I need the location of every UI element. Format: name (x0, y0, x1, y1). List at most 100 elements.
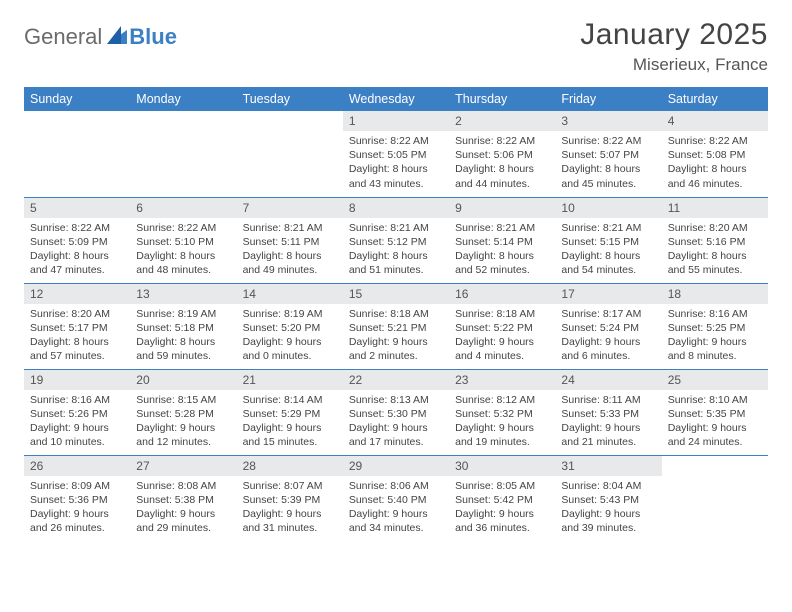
day-details: Sunrise: 8:09 AMSunset: 5:36 PMDaylight:… (24, 476, 130, 540)
day-number: 17 (555, 284, 661, 304)
calendar-cell: 12Sunrise: 8:20 AMSunset: 5:17 PMDayligh… (24, 283, 130, 369)
daylight-line: Daylight: 9 hours and 34 minutes. (349, 507, 443, 535)
daylight-line: Daylight: 8 hours and 46 minutes. (668, 162, 762, 190)
day-details: Sunrise: 8:06 AMSunset: 5:40 PMDaylight:… (343, 476, 449, 540)
sunset-line: Sunset: 5:43 PM (561, 493, 655, 507)
calendar-cell: 17Sunrise: 8:17 AMSunset: 5:24 PMDayligh… (555, 283, 661, 369)
sunset-line: Sunset: 5:29 PM (243, 407, 337, 421)
calendar-body: 1Sunrise: 8:22 AMSunset: 5:05 PMDaylight… (24, 111, 768, 541)
day-details: Sunrise: 8:21 AMSunset: 5:14 PMDaylight:… (449, 218, 555, 282)
calendar-cell: 20Sunrise: 8:15 AMSunset: 5:28 PMDayligh… (130, 369, 236, 455)
day-details: Sunrise: 8:19 AMSunset: 5:18 PMDaylight:… (130, 304, 236, 368)
day-details: Sunrise: 8:22 AMSunset: 5:10 PMDaylight:… (130, 218, 236, 282)
day-number: 1 (343, 111, 449, 131)
day-details: Sunrise: 8:21 AMSunset: 5:11 PMDaylight:… (237, 218, 343, 282)
daylight-line: Daylight: 9 hours and 36 minutes. (455, 507, 549, 535)
calendar-cell (237, 111, 343, 197)
logo-word-general: General (24, 24, 102, 50)
daylight-line: Daylight: 8 hours and 48 minutes. (136, 249, 230, 277)
sunset-line: Sunset: 5:22 PM (455, 321, 549, 335)
calendar-page: General Blue January 2025 Miserieux, Fra… (0, 0, 792, 559)
day-details: Sunrise: 8:22 AMSunset: 5:09 PMDaylight:… (24, 218, 130, 282)
calendar-cell: 30Sunrise: 8:05 AMSunset: 5:42 PMDayligh… (449, 455, 555, 541)
day-details: Sunrise: 8:22 AMSunset: 5:06 PMDaylight:… (449, 131, 555, 195)
sunset-line: Sunset: 5:40 PM (349, 493, 443, 507)
day-details: Sunrise: 8:05 AMSunset: 5:42 PMDaylight:… (449, 476, 555, 540)
day-details: Sunrise: 8:22 AMSunset: 5:07 PMDaylight:… (555, 131, 661, 195)
calendar-cell: 22Sunrise: 8:13 AMSunset: 5:30 PMDayligh… (343, 369, 449, 455)
calendar-cell: 6Sunrise: 8:22 AMSunset: 5:10 PMDaylight… (130, 197, 236, 283)
day-details: Sunrise: 8:14 AMSunset: 5:29 PMDaylight:… (237, 390, 343, 454)
sunrise-line: Sunrise: 8:22 AM (668, 134, 762, 148)
day-number: 2 (449, 111, 555, 131)
daylight-line: Daylight: 8 hours and 49 minutes. (243, 249, 337, 277)
day-number: 11 (662, 198, 768, 218)
sunset-line: Sunset: 5:08 PM (668, 148, 762, 162)
weekday-header: Friday (555, 87, 661, 111)
day-number: 5 (24, 198, 130, 218)
daylight-line: Daylight: 8 hours and 47 minutes. (30, 249, 124, 277)
calendar-row: 5Sunrise: 8:22 AMSunset: 5:09 PMDaylight… (24, 197, 768, 283)
calendar-cell: 2Sunrise: 8:22 AMSunset: 5:06 PMDaylight… (449, 111, 555, 197)
sunrise-line: Sunrise: 8:20 AM (30, 307, 124, 321)
day-number: 15 (343, 284, 449, 304)
calendar-cell: 3Sunrise: 8:22 AMSunset: 5:07 PMDaylight… (555, 111, 661, 197)
calendar-cell: 23Sunrise: 8:12 AMSunset: 5:32 PMDayligh… (449, 369, 555, 455)
daylight-line: Daylight: 9 hours and 26 minutes. (30, 507, 124, 535)
day-details: Sunrise: 8:04 AMSunset: 5:43 PMDaylight:… (555, 476, 661, 540)
page-header: General Blue January 2025 Miserieux, Fra… (24, 18, 768, 75)
calendar-cell: 24Sunrise: 8:11 AMSunset: 5:33 PMDayligh… (555, 369, 661, 455)
sunset-line: Sunset: 5:10 PM (136, 235, 230, 249)
sunrise-line: Sunrise: 8:12 AM (455, 393, 549, 407)
daylight-line: Daylight: 8 hours and 55 minutes. (668, 249, 762, 277)
daylight-line: Daylight: 9 hours and 29 minutes. (136, 507, 230, 535)
day-number: 7 (237, 198, 343, 218)
day-details: Sunrise: 8:17 AMSunset: 5:24 PMDaylight:… (555, 304, 661, 368)
sunset-line: Sunset: 5:09 PM (30, 235, 124, 249)
sunset-line: Sunset: 5:33 PM (561, 407, 655, 421)
day-details: Sunrise: 8:21 AMSunset: 5:12 PMDaylight:… (343, 218, 449, 282)
day-details: Sunrise: 8:19 AMSunset: 5:20 PMDaylight:… (237, 304, 343, 368)
day-number: 27 (130, 456, 236, 476)
calendar-head: SundayMondayTuesdayWednesdayThursdayFrid… (24, 87, 768, 111)
daylight-line: Daylight: 9 hours and 17 minutes. (349, 421, 443, 449)
calendar-cell: 16Sunrise: 8:18 AMSunset: 5:22 PMDayligh… (449, 283, 555, 369)
calendar-cell: 5Sunrise: 8:22 AMSunset: 5:09 PMDaylight… (24, 197, 130, 283)
day-number: 8 (343, 198, 449, 218)
sunset-line: Sunset: 5:20 PM (243, 321, 337, 335)
daylight-line: Daylight: 8 hours and 43 minutes. (349, 162, 443, 190)
weekday-header: Monday (130, 87, 236, 111)
calendar-cell: 27Sunrise: 8:08 AMSunset: 5:38 PMDayligh… (130, 455, 236, 541)
brand-logo: General Blue (24, 18, 177, 50)
weekday-header: Thursday (449, 87, 555, 111)
sunrise-line: Sunrise: 8:19 AM (136, 307, 230, 321)
calendar-cell: 7Sunrise: 8:21 AMSunset: 5:11 PMDaylight… (237, 197, 343, 283)
logo-mark-icon (107, 26, 127, 49)
month-title: January 2025 (580, 18, 768, 52)
sunset-line: Sunset: 5:38 PM (136, 493, 230, 507)
sunrise-line: Sunrise: 8:22 AM (561, 134, 655, 148)
day-number: 24 (555, 370, 661, 390)
calendar-cell: 29Sunrise: 8:06 AMSunset: 5:40 PMDayligh… (343, 455, 449, 541)
day-number: 22 (343, 370, 449, 390)
daylight-line: Daylight: 8 hours and 57 minutes. (30, 335, 124, 363)
calendar-cell: 13Sunrise: 8:19 AMSunset: 5:18 PMDayligh… (130, 283, 236, 369)
day-details: Sunrise: 8:22 AMSunset: 5:08 PMDaylight:… (662, 131, 768, 195)
day-number: 12 (24, 284, 130, 304)
calendar-cell: 28Sunrise: 8:07 AMSunset: 5:39 PMDayligh… (237, 455, 343, 541)
day-details: Sunrise: 8:20 AMSunset: 5:17 PMDaylight:… (24, 304, 130, 368)
day-details: Sunrise: 8:16 AMSunset: 5:26 PMDaylight:… (24, 390, 130, 454)
calendar-cell (662, 455, 768, 541)
daylight-line: Daylight: 9 hours and 12 minutes. (136, 421, 230, 449)
calendar-row: 26Sunrise: 8:09 AMSunset: 5:36 PMDayligh… (24, 455, 768, 541)
sunset-line: Sunset: 5:42 PM (455, 493, 549, 507)
weekday-header: Sunday (24, 87, 130, 111)
sunset-line: Sunset: 5:32 PM (455, 407, 549, 421)
sunset-line: Sunset: 5:06 PM (455, 148, 549, 162)
sunset-line: Sunset: 5:39 PM (243, 493, 337, 507)
sunrise-line: Sunrise: 8:09 AM (30, 479, 124, 493)
sunset-line: Sunset: 5:17 PM (30, 321, 124, 335)
daylight-line: Daylight: 9 hours and 4 minutes. (455, 335, 549, 363)
day-number: 4 (662, 111, 768, 131)
sunrise-line: Sunrise: 8:19 AM (243, 307, 337, 321)
